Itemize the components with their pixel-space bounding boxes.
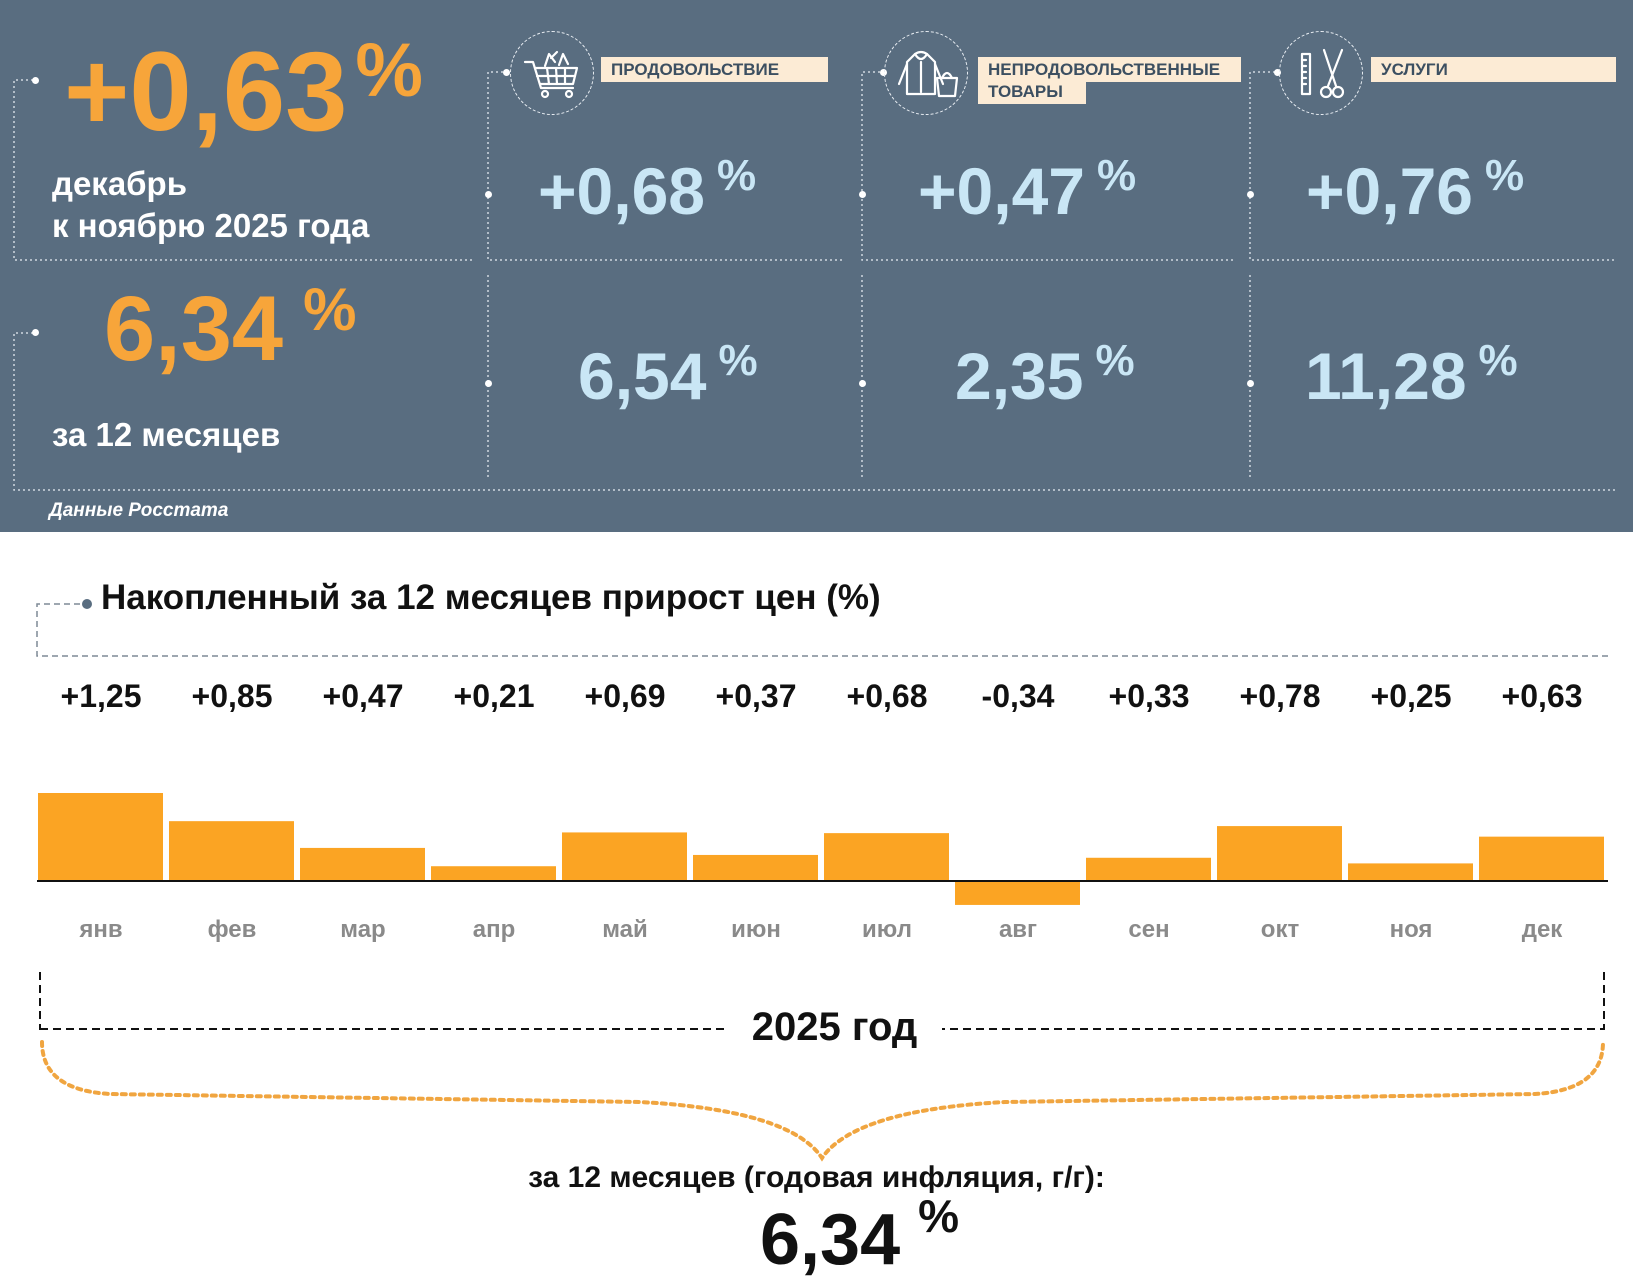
month-label-авг: авг xyxy=(998,916,1038,943)
bar-авг xyxy=(955,881,1080,905)
percent-sign: % xyxy=(1485,151,1525,200)
value-label-июн: +0,37 xyxy=(715,678,797,714)
bar-сен xyxy=(1086,857,1211,881)
annual-cpi-value: 6,34% xyxy=(104,280,356,376)
year-label: 2025 год xyxy=(727,1005,942,1050)
value-label-мар: +0,47 xyxy=(322,678,404,714)
percent-sign: % xyxy=(718,336,758,385)
monthly-cpi-label: декабрь к ноябрю 2025 года xyxy=(52,163,369,247)
value-label-янв: +1,25 xyxy=(60,678,142,714)
food-monthly-value: +0,68% xyxy=(538,154,756,225)
value-label-сен: +0,33 xyxy=(1108,678,1190,714)
percent-sign: % xyxy=(1097,151,1137,200)
nonfood-annual-number: 2,35 xyxy=(955,339,1084,413)
bar-июл xyxy=(824,833,949,881)
bullet-dot xyxy=(503,69,510,76)
food-annual-number: 6,54 xyxy=(578,339,707,413)
monthly-cpi-value: +0,63% xyxy=(64,33,423,148)
percent-sign: % xyxy=(1095,336,1135,385)
category-tag-food: ПРОДОВОЛЬСТВИЕ xyxy=(601,57,828,82)
category-tag-nonfood-line1: НЕПРОДОВОЛЬСТВЕННЫЕ xyxy=(988,60,1221,79)
monthly-label-line1: декабрь xyxy=(52,165,187,202)
value-label-фев: +0,85 xyxy=(191,678,273,714)
month-label-июн: июн xyxy=(731,916,781,943)
bullet-dot xyxy=(485,380,492,387)
month-label-янв: янв xyxy=(79,916,123,943)
annual-cpi-label: за 12 месяцев xyxy=(52,416,281,453)
bullet-dot xyxy=(1247,191,1254,198)
bar-дек xyxy=(1479,836,1604,881)
services-monthly-value: +0,76% xyxy=(1306,154,1524,225)
shopping-cart-icon xyxy=(510,31,594,115)
services-monthly-number: +0,76 xyxy=(1306,154,1473,228)
percent-sign: % xyxy=(717,151,757,200)
summary-panel: +0,63% декабрь к ноябрю 2025 года 6,34% … xyxy=(0,0,1633,532)
category-tag-nonfood: НЕПРОДОВОЛЬСТВЕННЫЕ xyxy=(978,57,1241,82)
value-label-апр: +0,21 xyxy=(453,678,535,714)
annual-cpi-number: 6,34 xyxy=(104,278,284,380)
scissors-comb-icon xyxy=(1279,31,1363,115)
bullet-dot xyxy=(1274,69,1281,76)
bullet-dot xyxy=(32,77,39,84)
month-label-окт: окт xyxy=(1260,916,1300,943)
bar-май xyxy=(562,832,687,881)
food-monthly-number: +0,68 xyxy=(538,154,705,228)
bar-ноя xyxy=(1348,863,1473,881)
bullet-dot xyxy=(32,329,39,336)
percent-sign: % xyxy=(918,1190,960,1242)
value-label-июл: +0,68 xyxy=(846,678,928,714)
services-annual-value: 11,28% xyxy=(1305,339,1518,410)
bullet-dot xyxy=(859,191,866,198)
month-label-май: май xyxy=(602,916,648,943)
annual-inflation-value: 6,34% xyxy=(760,1193,959,1276)
annual-inflation-number: 6,34 xyxy=(760,1200,901,1280)
bar-мар xyxy=(300,847,425,881)
month-label-фев: фев xyxy=(207,916,257,943)
value-label-ноя: +0,25 xyxy=(1370,678,1452,714)
value-label-окт: +0,78 xyxy=(1239,678,1321,714)
food-annual-value: 6,54% xyxy=(578,339,758,410)
annual-inflation-label: за 12 месяцев (годовая инфляция, г/г): xyxy=(528,1161,1105,1194)
category-tag-nonfood-line2: ТОВАРЫ xyxy=(978,82,1086,104)
bar-фев xyxy=(169,821,294,881)
monthly-label-line2: к ноябрю 2025 года xyxy=(52,207,370,244)
nonfood-monthly-number: +0,47 xyxy=(918,154,1085,228)
month-label-сен: сен xyxy=(1128,916,1170,943)
bullet-dot xyxy=(1247,380,1254,387)
percent-sign: % xyxy=(303,276,357,343)
value-label-май: +0,69 xyxy=(584,678,666,714)
bullet-dot xyxy=(880,69,887,76)
month-label-ноя: ноя xyxy=(1389,916,1433,943)
nonfood-annual-value: 2,35% xyxy=(955,339,1135,410)
bullet-dot xyxy=(485,191,492,198)
month-label-мар: мар xyxy=(340,916,386,943)
services-annual-number: 11,28 xyxy=(1305,339,1467,413)
month-label-июл: июл xyxy=(862,916,912,943)
percent-sign: % xyxy=(1478,336,1518,385)
panel-dotted-frame xyxy=(13,71,1615,491)
bar-янв xyxy=(38,793,163,881)
monthly-cpi-number: +0,63 xyxy=(64,29,348,154)
percent-sign: % xyxy=(355,28,423,113)
bar-окт xyxy=(1217,826,1342,881)
nonfood-monthly-value: +0,47% xyxy=(918,154,1136,225)
bullet-dot xyxy=(859,380,866,387)
value-label-авг: -0,34 xyxy=(981,678,1055,714)
data-source-note: Данные Росстата xyxy=(49,500,229,521)
chart-title: Накопленный за 12 месяцев прирост цен (%… xyxy=(101,578,881,617)
bar-апр xyxy=(431,866,556,881)
month-label-дек: дек xyxy=(1521,916,1563,943)
value-label-дек: +0,63 xyxy=(1501,678,1583,714)
month-label-апр: апр xyxy=(472,916,516,943)
category-tag-services: УСЛУГИ xyxy=(1371,57,1616,82)
clothing-icon xyxy=(884,31,968,115)
bar-июн xyxy=(693,854,818,881)
